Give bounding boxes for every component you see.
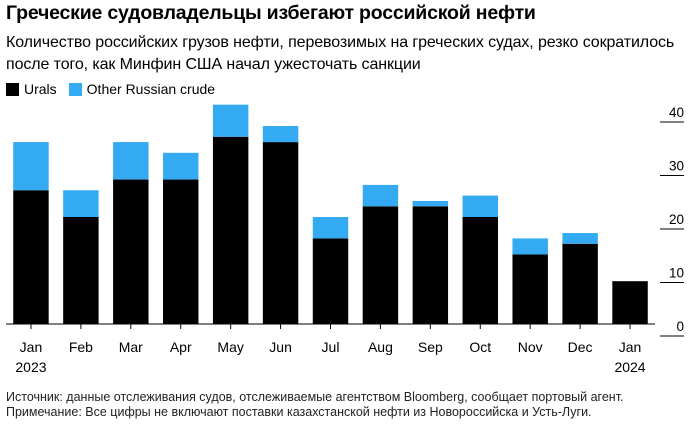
bar-other-9 (412, 200, 449, 207)
legend-item-other: Other Russian crude (68, 81, 216, 97)
legend-label-other: Other Russian crude (86, 81, 216, 97)
footer: Источник: данные отслеживания судов, отс… (6, 390, 686, 420)
y-tick-label-40: 40 (669, 105, 684, 120)
x-tick-label-12: Dec (568, 339, 593, 355)
chart-subtitle: Количество российских грузов нефти, пере… (6, 34, 675, 73)
bar-other-4 (163, 152, 199, 180)
x-tick-sublabel-13: 2024 (614, 359, 645, 375)
y-tick-label-20: 20 (669, 212, 684, 227)
legend: Urals Other Russian crude (6, 81, 227, 97)
x-tick-label-2: Feb (69, 339, 93, 355)
y-tick-label-10: 10 (669, 266, 684, 281)
legend-item-urals: Urals (6, 81, 57, 97)
bar-urals-4 (163, 179, 199, 324)
legend-label-urals: Urals (24, 81, 57, 97)
bar-urals-8 (362, 206, 399, 324)
bar-urals-11 (512, 254, 548, 324)
bar-urals-13 (612, 281, 648, 324)
x-tick-label-3: Mar (119, 339, 143, 355)
x-tick-label-11: Nov (518, 339, 543, 355)
bar-other-10 (462, 195, 498, 217)
bar-other-7 (312, 217, 349, 239)
x-tick-label-6: Jun (269, 339, 292, 355)
legend-swatch-urals (6, 82, 19, 96)
bar-other-2 (63, 190, 99, 217)
bar-urals-7 (312, 238, 349, 324)
bar-urals-3 (113, 179, 149, 324)
bar-urals-10 (462, 217, 498, 324)
x-tick-sublabel-1: 2023 (15, 359, 46, 375)
bar-other-1 (13, 142, 49, 191)
bar-urals-5 (212, 136, 249, 324)
y-tick-label-0: 0 (676, 319, 684, 334)
bar-urals-2 (63, 217, 99, 324)
bar-other-3 (113, 142, 149, 180)
legend-swatch-other (68, 82, 82, 96)
bar-other-11 (512, 238, 548, 255)
x-tick-label-1: Jan (20, 339, 43, 355)
x-tick-label-13: Jan (619, 339, 642, 355)
footnote: Примечание: Все цифры не включают постав… (6, 405, 592, 419)
bar-other-8 (362, 184, 399, 207)
x-tick-label-9: Sep (418, 339, 443, 355)
bar-urals-12 (562, 243, 598, 324)
bar-urals-9 (412, 206, 449, 324)
x-tick-label-5: May (217, 339, 243, 355)
x-tick-label-4: Apr (170, 339, 192, 355)
x-tick-label-10: Oct (469, 339, 491, 355)
x-tick-label-8: Aug (368, 339, 393, 355)
bar-other-5 (212, 104, 249, 137)
source-note: Источник: данные отслеживания судов, отс… (6, 390, 624, 404)
chart-title: Греческие судовладельцы избегают российс… (6, 2, 536, 24)
bar-urals-6 (262, 142, 299, 324)
bar-urals-1 (13, 190, 49, 324)
bar-other-6 (262, 126, 299, 143)
bar-other-12 (562, 233, 598, 244)
y-tick-label-30: 30 (669, 159, 684, 174)
x-tick-label-7: Jul (322, 339, 340, 355)
